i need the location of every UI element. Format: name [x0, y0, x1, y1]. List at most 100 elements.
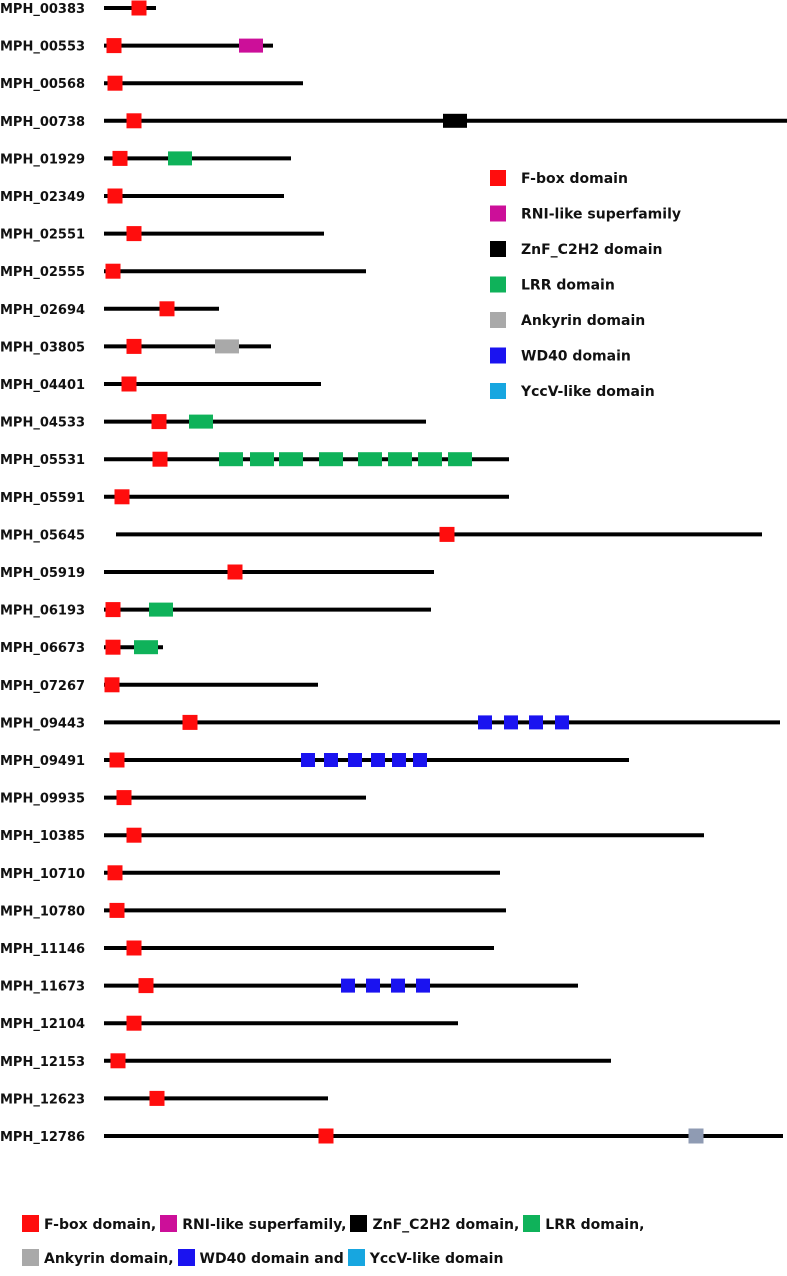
- rni-domain-box: [239, 38, 263, 53]
- caption-item: F-box domain,: [22, 1208, 156, 1242]
- protein-id-label: MPH_12104: [0, 1017, 85, 1032]
- fbox-domain-box: [126, 940, 142, 956]
- caption-swatch: [177, 1249, 195, 1266]
- lrr-domain-box: [250, 452, 274, 467]
- fbox-domain-box: [159, 301, 175, 317]
- legend-label: RNI-like superfamily: [521, 207, 681, 223]
- fbox-domain-box: [109, 752, 125, 768]
- caption-swatch: [160, 1215, 178, 1232]
- protein-row: MPH_05531: [0, 451, 509, 468]
- lrr-domain-box: [149, 602, 173, 617]
- protein-row: MPH_09491: [0, 752, 629, 769]
- caption-line-1: F-box domain, RNI-like superfamily, ZnF_C2…: [22, 1208, 782, 1242]
- protein-row: MPH_04533: [0, 414, 426, 431]
- caption-text: Ankyrin domain,: [44, 1251, 174, 1267]
- fbox-domain-box: [126, 827, 142, 843]
- fbox-domain-box: [138, 978, 154, 994]
- lrr-domain-box: [319, 452, 343, 467]
- protein-row: MPH_10710: [0, 865, 500, 882]
- protein-row: MPH_02551: [0, 226, 324, 243]
- legend-entry: F-box domain: [490, 170, 628, 187]
- lrr-domain-box: [189, 414, 213, 429]
- legend-entry: Ankyrin domain: [490, 312, 645, 329]
- figure-caption: F-box domain, RNI-like superfamily, ZnF_C2…: [22, 1208, 782, 1276]
- protein-id-label: MPH_05591: [0, 491, 85, 506]
- wd40-domain-box: [391, 978, 405, 993]
- caption-text: F-box domain,: [44, 1217, 157, 1233]
- fbox-domain-box: [107, 188, 123, 204]
- protein-id-label: MPH_10710: [0, 867, 85, 882]
- caption-item: Ankyrin domain,: [22, 1242, 174, 1276]
- protein-id-label: MPH_09935: [0, 792, 85, 807]
- caption-swatch: [350, 1215, 368, 1232]
- protein-id-label: MPH_02555: [0, 265, 85, 280]
- wd40-domain-box: [341, 978, 355, 993]
- ank-domain-box: [215, 339, 239, 354]
- legend-entry: WD40 domain: [490, 347, 631, 365]
- protein-row: MPH_07267: [0, 677, 318, 694]
- legend-label: Ankyrin domain: [521, 313, 645, 329]
- caption-swatch: [22, 1215, 39, 1232]
- protein-row: MPH_00383: [0, 0, 156, 17]
- protein-row: MPH_02349: [0, 188, 284, 205]
- protein-row: MPH_11146: [0, 940, 494, 957]
- fbox-domain-box: [126, 1015, 142, 1031]
- fbox-domain-box: [112, 150, 128, 166]
- fbox-domain-box: [126, 113, 142, 129]
- protein-id-label: MPH_05645: [0, 528, 85, 543]
- protein-row: MPH_05591: [0, 489, 509, 506]
- protein-row: MPH_00568: [0, 75, 303, 92]
- protein-row: MPH_09443: [0, 714, 780, 731]
- legend-entry: YccV-like domain: [490, 383, 655, 400]
- znf-domain-box: [443, 113, 467, 128]
- lrr-domain-box: [279, 452, 303, 467]
- protein-row: MPH_06673: [0, 639, 163, 656]
- wd40-domain-box: [324, 753, 338, 767]
- protein-id-label: MPH_10385: [0, 829, 85, 844]
- legend-label: LRR domain: [521, 278, 615, 294]
- legend-swatch: [490, 312, 506, 328]
- protein-row: MPH_09935: [0, 790, 366, 807]
- fbox-domain-box: [149, 1090, 165, 1106]
- protein-id-label: MPH_00383: [0, 2, 85, 17]
- caption-item: YccV-like domain: [347, 1242, 504, 1276]
- legend-entry: ZnF_C2H2 domain: [490, 241, 662, 258]
- legend-swatch: [490, 347, 506, 364]
- protein-row: MPH_11673: [0, 978, 578, 995]
- protein-id-label: MPH_02551: [0, 228, 85, 243]
- caption-text: ZnF_C2H2 domain,: [372, 1217, 520, 1233]
- caption-text: YccV-like domain: [369, 1251, 504, 1267]
- wd40-domain-box: [416, 978, 430, 993]
- fbox-domain-box: [126, 226, 142, 242]
- protein-id-label: MPH_09443: [0, 716, 85, 731]
- protein-row: MPH_12104: [0, 1015, 458, 1032]
- fbox-domain-box: [109, 902, 125, 918]
- wd40-domain-box: [301, 753, 315, 767]
- legend-swatch: [490, 205, 506, 222]
- protein-id-label: MPH_09491: [0, 754, 85, 769]
- protein-row: MPH_05645: [0, 526, 762, 543]
- protein-id-label: MPH_12153: [0, 1055, 85, 1070]
- protein-id-label: MPH_02694: [0, 303, 85, 318]
- protein-id-label: MPH_04533: [0, 416, 85, 431]
- lrr-domain-box: [448, 452, 472, 467]
- caption-text: WD40 domain and: [199, 1251, 344, 1267]
- fbox-domain-box: [107, 865, 123, 881]
- wd40-domain-box: [529, 715, 543, 730]
- protein-id-label: MPH_02349: [0, 190, 85, 205]
- caption-swatch: [22, 1249, 39, 1266]
- legend-swatch: [490, 241, 506, 257]
- lrr-domain-box: [388, 452, 412, 467]
- lrr-domain-box: [168, 151, 192, 166]
- fbox-domain-box: [110, 1053, 126, 1069]
- fbox-domain-box: [104, 677, 120, 693]
- protein-id-label: MPH_10780: [0, 904, 85, 919]
- protein-id-label: MPH_07267: [0, 679, 85, 694]
- fbox-domain-box: [105, 263, 121, 279]
- fbox-domain-box: [131, 0, 147, 16]
- protein-row: MPH_12786: [0, 1128, 783, 1145]
- wd40-domain-box: [371, 753, 385, 767]
- protein-row: MPH_10385: [0, 827, 704, 844]
- fbox-domain-box: [114, 489, 130, 505]
- wd40-domain-box: [366, 978, 380, 993]
